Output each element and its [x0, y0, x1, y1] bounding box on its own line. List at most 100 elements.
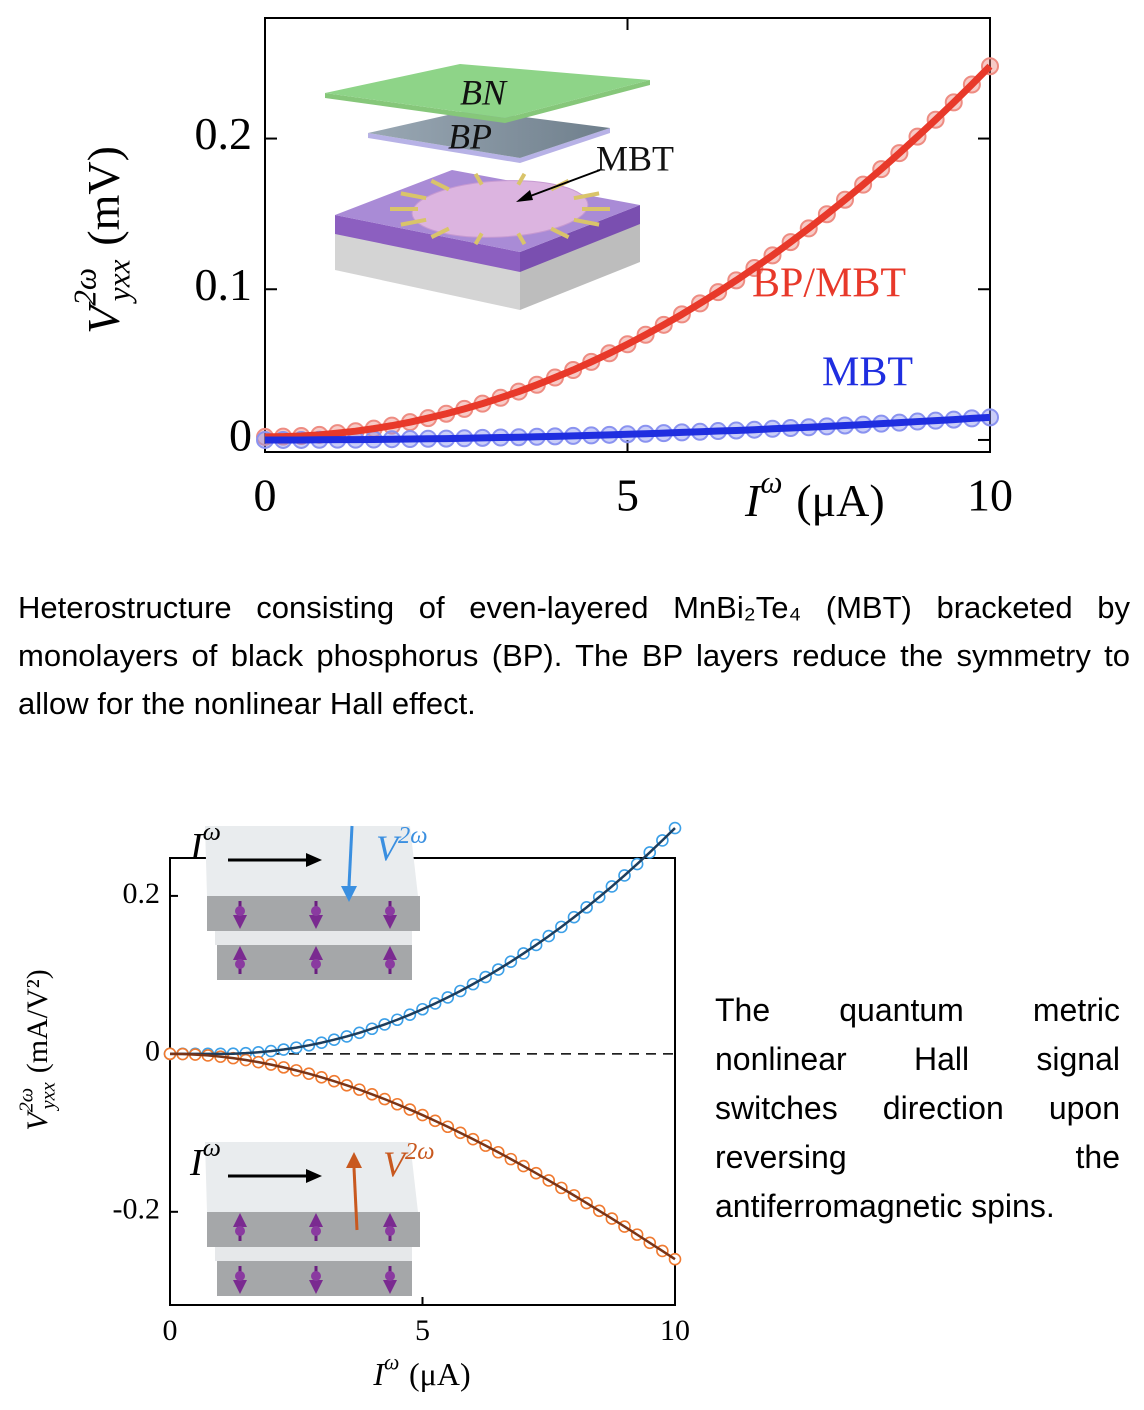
voltage-label: V2ω — [383, 1138, 435, 1185]
mbt-side — [520, 205, 640, 272]
spin-ball — [385, 906, 395, 916]
current-arrowhead — [306, 853, 322, 867]
label-subscript: yxx — [37, 1082, 59, 1111]
label-symbol: V — [383, 1144, 409, 1184]
current-label: Iω — [189, 817, 221, 868]
bn-layer — [325, 64, 650, 118]
label-symbol: I — [189, 826, 205, 868]
current-arrowhead — [306, 1169, 322, 1183]
label-superscript: ω — [384, 1351, 399, 1375]
x-tick-label: 5 — [415, 1314, 430, 1347]
label-unit: (mA/V²) — [21, 969, 54, 1073]
substrate-side — [520, 222, 640, 310]
x-tick-label: 5 — [616, 470, 639, 521]
spin-head — [309, 1280, 323, 1294]
y-tick-label: 0 — [145, 1035, 160, 1068]
y-axis-label: V2ωyxx (mV) — [68, 146, 137, 334]
contact — [516, 172, 527, 186]
y-tick-label: 0.1 — [195, 259, 253, 310]
label-symbol: V — [376, 828, 402, 868]
label-superscript: 2ω — [405, 1138, 435, 1165]
spin-ball — [311, 959, 321, 969]
label-superscript: ω — [760, 465, 782, 500]
spin-ball — [235, 959, 245, 969]
spin-head — [383, 946, 397, 960]
mbt-flake — [411, 180, 589, 238]
spin-head — [309, 915, 323, 929]
spin-ball — [235, 1271, 245, 1281]
label-symbol: V — [21, 1109, 54, 1131]
y-tick-label: -0.2 — [113, 1193, 161, 1226]
fit-line — [170, 827, 676, 1056]
spin-ball — [311, 1271, 321, 1281]
spin-ball — [385, 1226, 395, 1236]
spin-head — [383, 1280, 397, 1294]
series-label: BP/MBT — [752, 261, 906, 307]
mbt-side — [335, 215, 520, 272]
spin-head — [233, 915, 247, 929]
series-label: MBT — [822, 350, 913, 396]
spin-head — [233, 1280, 247, 1294]
voltage-arrow — [347, 825, 354, 887]
contact — [516, 232, 527, 246]
label-unit: (μA) — [796, 475, 885, 526]
spin-ball — [311, 906, 321, 916]
label-symbol: I — [744, 475, 763, 526]
bn-layer-edge — [325, 80, 650, 123]
x-tick-label: 0 — [254, 470, 277, 521]
label-symbol: V — [78, 301, 129, 334]
x-axis-label: Iω (μA) — [372, 1351, 470, 1393]
label-superscript: ω — [203, 1133, 221, 1162]
inset-label: BN — [460, 72, 508, 112]
inset-arrow — [524, 169, 601, 199]
x-axis-label: Iω (μA) — [744, 465, 885, 526]
inset-arrowhead — [516, 190, 533, 202]
label-superscript: 2ω — [398, 822, 428, 849]
y-axis-label: V2ωyxx (mA/V²) — [15, 969, 59, 1130]
contact — [473, 172, 484, 186]
spin-inset — [205, 825, 420, 980]
label-superscript: ω — [203, 817, 221, 846]
spin-head — [383, 1213, 397, 1227]
contact — [400, 217, 427, 227]
label-subscript: yxx — [102, 259, 137, 304]
caption: The quantum metric nonlinear Hall signal… — [715, 992, 1120, 1224]
contact — [400, 191, 427, 201]
contact — [573, 191, 600, 201]
inset-label: MBT — [596, 138, 674, 178]
current-label: Iω — [189, 1133, 221, 1184]
bp-layer — [368, 110, 610, 158]
label-unit: (mV) — [78, 146, 129, 246]
contact — [430, 179, 450, 192]
spin-ball — [235, 906, 245, 916]
label-symbol: I — [189, 1142, 205, 1184]
spin-ball — [385, 1271, 395, 1281]
contact — [473, 232, 484, 246]
caption: Heterostructure consisting of even-layer… — [18, 590, 1130, 721]
label-superscript: 2ω — [68, 268, 103, 306]
fit-line — [264, 63, 993, 441]
label-symbol: I — [372, 1356, 385, 1392]
x-tick-label: 0 — [163, 1314, 178, 1347]
voltage-label: V2ω — [376, 822, 428, 869]
fit-line — [169, 1052, 676, 1261]
label-superscript: 2ω — [15, 1088, 37, 1113]
spin-inset — [205, 1142, 420, 1296]
y-tick-label: 0 — [229, 410, 252, 461]
voltage-arrow — [352, 1167, 359, 1231]
substrate-side — [335, 232, 520, 310]
spin-head — [233, 1213, 247, 1227]
spin-head — [383, 915, 397, 929]
x-tick-label: 10 — [660, 1314, 690, 1347]
spin-head — [309, 1213, 323, 1227]
label-unit: (μA) — [409, 1356, 471, 1392]
inset-label: BP — [448, 116, 492, 156]
contact — [550, 226, 570, 239]
contact — [430, 226, 450, 239]
spin-ball — [235, 1226, 245, 1236]
voltage-arrowhead — [346, 1152, 362, 1168]
spin-head — [233, 946, 247, 960]
